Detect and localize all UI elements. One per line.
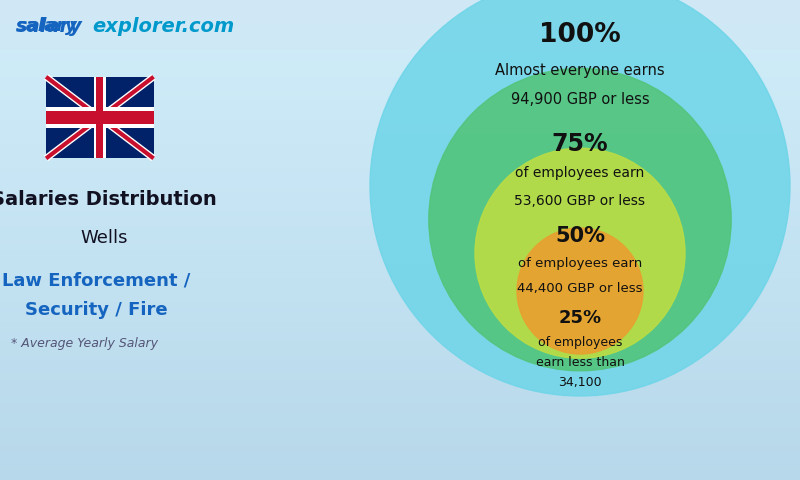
Text: of employees earn: of employees earn [518, 257, 642, 270]
Text: Wells: Wells [80, 228, 127, 247]
FancyBboxPatch shape [46, 77, 154, 158]
Text: 53,600 GBP or less: 53,600 GBP or less [514, 194, 646, 208]
Text: * Average Yearly Salary: * Average Yearly Salary [11, 336, 158, 350]
FancyBboxPatch shape [0, 0, 800, 50]
Text: of employees earn: of employees earn [515, 167, 645, 180]
Text: Law Enforcement /: Law Enforcement / [2, 272, 190, 290]
Text: salary: salary [16, 17, 83, 36]
Text: Almost everyone earns: Almost everyone earns [495, 63, 665, 78]
Text: 44,400 GBP or less: 44,400 GBP or less [518, 282, 642, 295]
Circle shape [475, 148, 685, 358]
FancyBboxPatch shape [46, 111, 154, 124]
Circle shape [517, 228, 643, 354]
Text: 34,100: 34,100 [558, 376, 602, 389]
FancyBboxPatch shape [46, 107, 154, 128]
Text: 25%: 25% [558, 309, 602, 327]
Text: salary: salary [16, 17, 78, 36]
Text: Salaries Distribution: Salaries Distribution [0, 190, 217, 209]
Text: 100%: 100% [539, 22, 621, 48]
Text: of employees: of employees [538, 336, 622, 349]
Text: Security / Fire: Security / Fire [25, 300, 167, 319]
Circle shape [429, 69, 731, 371]
Text: 75%: 75% [552, 132, 608, 156]
Text: earn less than: earn less than [535, 356, 625, 369]
FancyBboxPatch shape [94, 77, 106, 158]
Text: 50%: 50% [555, 227, 605, 246]
Text: explorer.com: explorer.com [92, 17, 234, 36]
FancyBboxPatch shape [96, 77, 103, 158]
Text: 94,900 GBP or less: 94,900 GBP or less [510, 92, 650, 108]
Circle shape [370, 0, 790, 396]
